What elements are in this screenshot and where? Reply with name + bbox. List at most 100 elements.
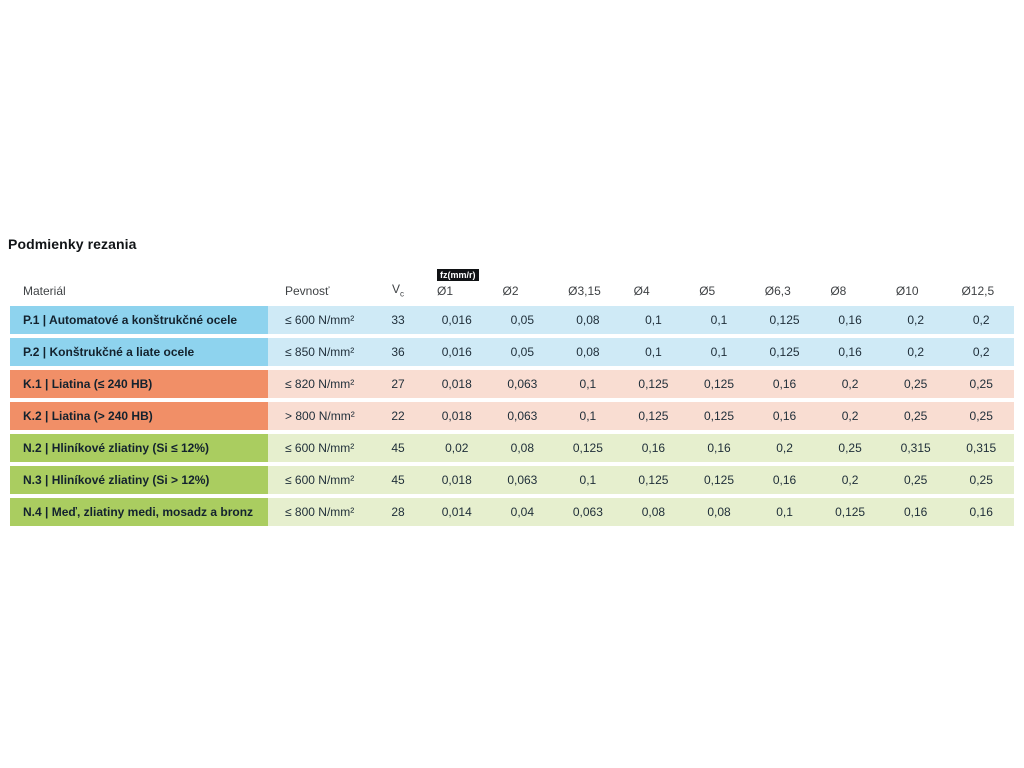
feed-value-cell: 0,063	[507, 409, 538, 423]
feed-value-cell: 0,2	[841, 473, 859, 487]
feed-value-cell: 0,125	[572, 441, 603, 455]
feed-value-cell: 0,05	[510, 313, 534, 327]
strength-cell: ≤ 600 N/mm²	[285, 473, 355, 487]
strength-cell: > 800 N/mm²	[285, 409, 355, 423]
feed-value-cell: 0,1	[776, 505, 793, 519]
feed-value-cell: 0,16	[772, 377, 797, 391]
col-header-material: Materiál	[23, 284, 66, 298]
feed-value-cell: 0,125	[769, 345, 800, 359]
feed-value-cell: 0,2	[907, 313, 924, 327]
col-header-d12-5: Ø12,5	[961, 284, 995, 298]
col-header-d5: Ø5	[699, 284, 716, 298]
cutting-conditions-table: Materiál Pevnosť Vc fz(mm/r) Ø1 Ø2 Ø3,15…	[10, 263, 1014, 530]
col-header-vc: Vc	[372, 282, 424, 298]
table-row: N.3 | Hliníkové zliatiny (Si > 12%) ≤ 600…	[10, 466, 1014, 494]
feed-value-cell: 0,2	[776, 441, 793, 455]
feed-value-cell: 0,018	[441, 473, 472, 487]
col-header-d10: Ø10	[895, 284, 919, 298]
vc-base: V	[391, 281, 400, 296]
material-cell: N.4 | Meď, zliatiny medi, mosadz a bronz	[10, 498, 268, 526]
feed-value-cell: 0,125	[638, 409, 669, 423]
feed-value-cell: 0,05	[510, 345, 534, 359]
feed-value-cell: 0,063	[507, 377, 538, 391]
vc-cell: 33	[391, 313, 405, 327]
feed-value-cell: 0,2	[972, 313, 990, 327]
feed-value-cell: 0,125	[835, 505, 866, 519]
feed-value-cell: 0,018	[441, 409, 472, 423]
vc-cell: 45	[391, 441, 405, 455]
feed-value-cell: 0,2	[907, 345, 924, 359]
feed-value-cell: 0,125	[703, 377, 734, 391]
feed-value-cell: 0,125	[769, 313, 800, 327]
feed-value-cell: 0,08	[510, 441, 534, 455]
col-header-d1: fz(mm/r) Ø1	[424, 269, 490, 298]
feed-value-cell: 0,25	[969, 409, 993, 423]
table-row: K.2 | Liatina (> 240 HB) > 800 N/mm² 22 0,0…	[10, 402, 1014, 430]
vc-cell: 36	[391, 345, 405, 359]
fz-unit-badge: fz(mm/r)	[437, 269, 479, 281]
table-header-row: Materiál Pevnosť Vc fz(mm/r) Ø1 Ø2 Ø3,15…	[10, 263, 1014, 306]
feed-value-cell: 0,25	[903, 409, 928, 423]
feed-value-cell: 0,2	[841, 377, 859, 391]
feed-value-cell: 0,16	[772, 473, 797, 487]
feed-value-cell: 0,08	[641, 505, 666, 519]
col-header-d4: Ø4	[633, 284, 650, 298]
strength-cell: ≤ 600 N/mm²	[285, 313, 355, 327]
col-header-d2: Ø2	[502, 284, 519, 298]
feed-value-cell: 0,063	[507, 473, 538, 487]
feed-value-cell: 0,08	[707, 505, 731, 519]
table-body: P.1 | Automatové a konštrukčné ocele ≤ 60…	[10, 306, 1014, 526]
table-row: P.1 | Automatové a konštrukčné ocele ≤ 60…	[10, 306, 1014, 334]
feed-value-cell: 0,1	[579, 473, 597, 487]
feed-value-cell: 0,014	[441, 505, 472, 519]
material-cell: K.1 | Liatina (≤ 240 HB)	[10, 370, 268, 398]
feed-value-cell: 0,016	[441, 313, 472, 327]
feed-value-cell: 0,018	[441, 377, 472, 391]
table-row: N.2 | Hliníkové zliatiny (Si ≤ 12%) ≤ 600…	[10, 434, 1014, 462]
vc-cell: 27	[391, 377, 405, 391]
material-cell: P.1 | Automatové a konštrukčné ocele	[10, 306, 268, 334]
feed-value-cell: 0,16	[969, 505, 993, 519]
feed-value-cell: 0,2	[972, 345, 990, 359]
feed-value-cell: 0,25	[969, 473, 993, 487]
feed-value-cell: 0,315	[900, 441, 931, 455]
feed-value-cell: 0,25	[969, 377, 993, 391]
strength-cell: ≤ 600 N/mm²	[285, 441, 355, 455]
feed-value-cell: 0,063	[572, 505, 603, 519]
strength-cell: ≤ 800 N/mm²	[285, 505, 355, 519]
material-cell: N.3 | Hliníkové zliatiny (Si > 12%)	[10, 466, 268, 494]
feed-value-cell: 0,08	[576, 313, 600, 327]
feed-value-cell: 0,1	[710, 345, 728, 359]
feed-value-cell: 0,2	[841, 409, 859, 423]
table-row: K.1 | Liatina (≤ 240 HB) ≤ 820 N/mm² 27 0,0…	[10, 370, 1014, 398]
feed-value-cell: 0,25	[903, 473, 928, 487]
feed-value-cell: 0,125	[703, 473, 734, 487]
feed-value-cell: 0,1	[645, 345, 662, 359]
material-cell: K.2 | Liatina (> 240 HB)	[10, 402, 268, 430]
feed-value-cell: 0,1	[579, 409, 597, 423]
col-header-strength: Pevnosť	[285, 284, 330, 298]
feed-value-cell: 0,016	[441, 345, 472, 359]
vc-subscript: c	[400, 289, 404, 298]
feed-value-cell: 0,125	[703, 409, 734, 423]
material-cell: P.2 | Konštrukčné a liate ocele	[10, 338, 268, 366]
feed-value-cell: 0,125	[638, 473, 669, 487]
material-cell: N.2 | Hliníkové zliatiny (Si ≤ 12%)	[10, 434, 268, 462]
feed-value-cell: 0,1	[710, 313, 728, 327]
feed-value-cell: 0,16	[772, 409, 797, 423]
col-header-d3-15: Ø3,15	[568, 284, 601, 298]
col-header-d6-3: Ø6,3	[764, 284, 791, 298]
table-row: P.2 | Konštrukčné a liate ocele ≤ 850 N/m…	[10, 338, 1014, 366]
feed-value-cell: 0,16	[838, 345, 862, 359]
feed-value-cell: 0,25	[903, 377, 928, 391]
vc-cell: 45	[391, 473, 405, 487]
vc-cell: 22	[391, 409, 405, 423]
feed-value-cell: 0,16	[641, 441, 666, 455]
feed-value-cell: 0,125	[638, 377, 669, 391]
feed-value-cell: 0,02	[445, 441, 469, 455]
table-row: N.4 | Meď, zliatiny medi, mosadz a bronz…	[10, 498, 1014, 526]
feed-value-cell: 0,04	[510, 505, 534, 519]
feed-value-cell: 0,16	[903, 505, 928, 519]
feed-value-cell: 0,315	[966, 441, 997, 455]
